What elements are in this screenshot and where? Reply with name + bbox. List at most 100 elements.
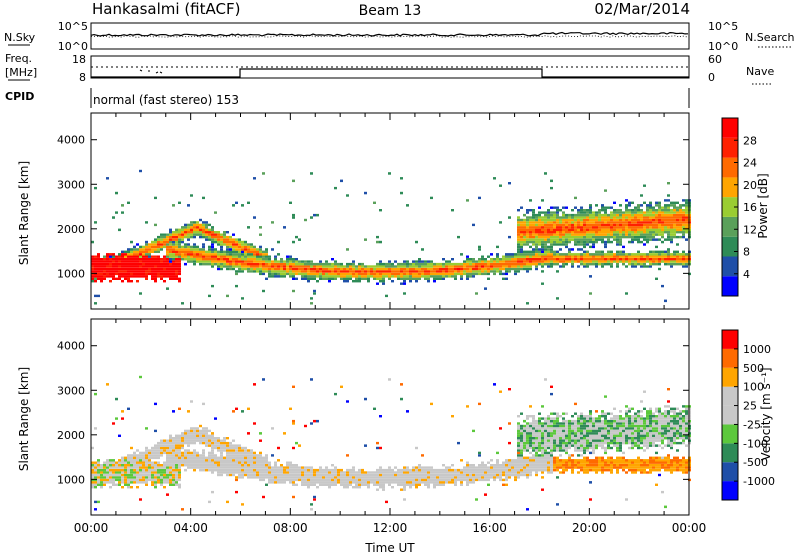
power-cell [382,262,385,266]
power-cell [397,265,400,268]
velocity-cell [574,419,577,423]
power-cell [601,221,604,224]
power-cell [379,262,382,266]
power-cell [679,262,682,266]
velocity-cell [205,444,208,447]
velocity-cell [559,459,562,462]
velocity-cell [556,429,559,433]
velocity-cell [187,451,190,455]
velocity-cell [439,476,442,479]
power-cell [301,277,304,280]
power-cell [118,270,121,273]
velocity-cell [412,483,415,486]
power-cell [193,245,196,249]
power-cell [271,265,274,268]
power-cell [316,262,319,266]
power-cell [352,267,355,271]
power-cell [649,218,652,222]
velocity-cell [295,476,298,479]
velocity-cell [400,478,403,482]
power-cell [442,277,445,280]
power-cell [622,233,625,236]
velocity-cell [406,481,409,484]
velocity-cell [217,441,220,445]
velocity-cell [586,415,589,418]
power-cell [670,216,673,219]
power-cell [532,260,535,263]
power-cell [94,275,97,278]
velocity-cell [358,481,361,484]
power-cell [526,240,529,244]
power-cell [616,255,619,258]
freq-tick-bottom: 8 [79,71,86,84]
power-cell [250,260,253,263]
y-tick-label: 3000 [57,178,85,191]
power-cell [364,275,367,278]
power-cell [190,248,193,251]
power-cell [103,255,106,258]
velocity-cell [544,459,547,462]
velocity-cell [547,468,550,472]
velocity-cell [448,473,451,477]
velocity-cell [277,476,280,479]
power-cell [664,255,667,258]
velocity-cell [193,466,196,469]
power-cell [595,223,598,227]
power-cell [145,275,148,278]
velocity-cell [115,397,118,401]
velocity-cell [472,473,475,477]
power-cell [541,226,544,229]
power-cell [643,265,646,268]
velocity-cell [532,466,535,469]
velocity-cell [217,456,220,460]
power-cell [157,275,160,278]
power-cell [613,218,616,222]
power-cell [343,277,346,280]
power-cell [289,275,292,278]
velocity-cell [370,473,373,477]
power-cell [640,223,643,227]
power-cell [475,272,478,276]
power-cell [175,248,178,251]
power-cell [247,201,250,204]
velocity-cell [400,473,403,477]
velocity-cell [241,446,244,450]
power-cell [175,245,178,249]
velocity-cell [283,468,286,472]
power-cell [523,265,526,268]
velocity-cell [334,478,337,482]
velocity-cell [433,478,436,482]
power-cell [232,238,235,241]
power-cell [202,233,205,236]
power-cell [340,275,343,278]
power-cell [673,233,676,236]
velocity-cell [91,478,94,482]
power-cell [553,213,556,217]
power-cell [676,213,679,217]
velocity-cell [157,468,160,472]
power-cell [169,228,172,232]
velocity-cell [364,483,367,486]
power-cell [676,218,679,222]
power-cell [595,260,598,263]
velocity-cell [133,466,136,469]
velocity-cell [247,466,250,469]
power-cell [535,226,538,229]
velocity-cell [553,461,556,464]
power-cell [424,270,427,273]
velocity-cell [586,471,589,474]
power-cell [163,275,166,278]
power-cell [307,265,310,268]
power-cell [202,243,205,246]
velocity-cell [199,432,202,435]
velocity-cell [388,378,391,381]
power-cell [610,228,613,232]
velocity-cell [256,468,259,472]
power-cell [658,267,661,271]
power-cell [625,233,628,236]
power-cell [172,253,175,256]
power-cell [91,258,94,261]
power-cell [367,277,370,280]
velocity-cell [511,466,514,469]
velocity-cell [190,439,193,442]
